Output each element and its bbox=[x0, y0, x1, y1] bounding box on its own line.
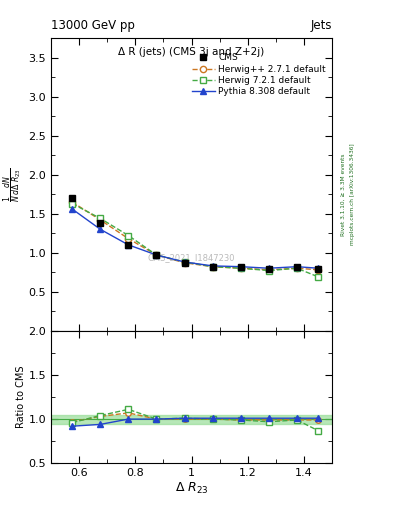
Herwig 7.2.1 default bbox=[210, 264, 215, 270]
Line: Herwig++ 2.7.1 default: Herwig++ 2.7.1 default bbox=[69, 199, 321, 273]
Herwig 7.2.1 default bbox=[70, 201, 75, 207]
CMS bbox=[126, 242, 131, 248]
Herwig++ 2.7.1 default bbox=[126, 236, 131, 242]
Line: CMS: CMS bbox=[69, 195, 321, 272]
Line: Herwig 7.2.1 default: Herwig 7.2.1 default bbox=[69, 200, 321, 280]
Herwig++ 2.7.1 default bbox=[70, 199, 75, 205]
Pythia 8.308 default bbox=[98, 226, 103, 232]
Herwig 7.2.1 default bbox=[126, 232, 131, 239]
Y-axis label: Ratio to CMS: Ratio to CMS bbox=[16, 366, 26, 428]
Herwig++ 2.7.1 default bbox=[239, 265, 243, 271]
CMS bbox=[210, 264, 215, 270]
Herwig++ 2.7.1 default bbox=[154, 252, 159, 258]
Pythia 8.308 default bbox=[154, 252, 159, 258]
Herwig++ 2.7.1 default bbox=[98, 217, 103, 223]
Pythia 8.308 default bbox=[295, 264, 299, 270]
Herwig 7.2.1 default bbox=[182, 259, 187, 265]
Herwig 7.2.1 default bbox=[316, 274, 320, 280]
Text: 13000 GeV pp: 13000 GeV pp bbox=[51, 19, 135, 32]
Pythia 8.308 default bbox=[70, 206, 75, 212]
CMS bbox=[70, 195, 75, 201]
Pythia 8.308 default bbox=[210, 263, 215, 269]
Herwig 7.2.1 default bbox=[239, 265, 243, 271]
CMS bbox=[295, 264, 299, 270]
X-axis label: $\Delta$ $R_{23}$: $\Delta$ $R_{23}$ bbox=[175, 481, 208, 496]
CMS bbox=[182, 260, 187, 266]
Text: mcplots.cern.ch [arXiv:1306.3436]: mcplots.cern.ch [arXiv:1306.3436] bbox=[350, 144, 355, 245]
Herwig 7.2.1 default bbox=[98, 216, 103, 222]
CMS bbox=[316, 266, 320, 272]
Text: Rivet 3.1.10, ≥ 3.3M events: Rivet 3.1.10, ≥ 3.3M events bbox=[341, 153, 346, 236]
Text: Jets: Jets bbox=[310, 19, 332, 32]
Pythia 8.308 default bbox=[239, 264, 243, 270]
Herwig++ 2.7.1 default bbox=[182, 260, 187, 266]
Y-axis label: $\frac{1}{N}\frac{dN}{d\Delta\ R_{23}}$: $\frac{1}{N}\frac{dN}{d\Delta\ R_{23}}$ bbox=[2, 167, 24, 202]
Herwig++ 2.7.1 default bbox=[266, 267, 271, 273]
Line: Pythia 8.308 default: Pythia 8.308 default bbox=[69, 206, 321, 271]
Herwig++ 2.7.1 default bbox=[295, 265, 299, 271]
CMS bbox=[154, 252, 159, 258]
Herwig++ 2.7.1 default bbox=[210, 264, 215, 270]
Pythia 8.308 default bbox=[182, 259, 187, 265]
Text: CMS_2021_I1847230: CMS_2021_I1847230 bbox=[148, 253, 235, 262]
Herwig++ 2.7.1 default bbox=[316, 267, 320, 273]
CMS bbox=[239, 264, 243, 270]
CMS bbox=[266, 266, 271, 272]
Legend: CMS, Herwig++ 2.7.1 default, Herwig 7.2.1 default, Pythia 8.308 default: CMS, Herwig++ 2.7.1 default, Herwig 7.2.… bbox=[190, 52, 328, 98]
CMS bbox=[98, 220, 103, 226]
Bar bbox=[51, 415, 332, 423]
Herwig 7.2.1 default bbox=[295, 265, 299, 271]
Pythia 8.308 default bbox=[266, 265, 271, 271]
Pythia 8.308 default bbox=[316, 265, 320, 271]
Herwig 7.2.1 default bbox=[154, 252, 159, 258]
Pythia 8.308 default bbox=[126, 242, 131, 248]
Herwig 7.2.1 default bbox=[266, 267, 271, 273]
Text: Δ R (jets) (CMS 3j and Z+2j): Δ R (jets) (CMS 3j and Z+2j) bbox=[118, 47, 265, 57]
